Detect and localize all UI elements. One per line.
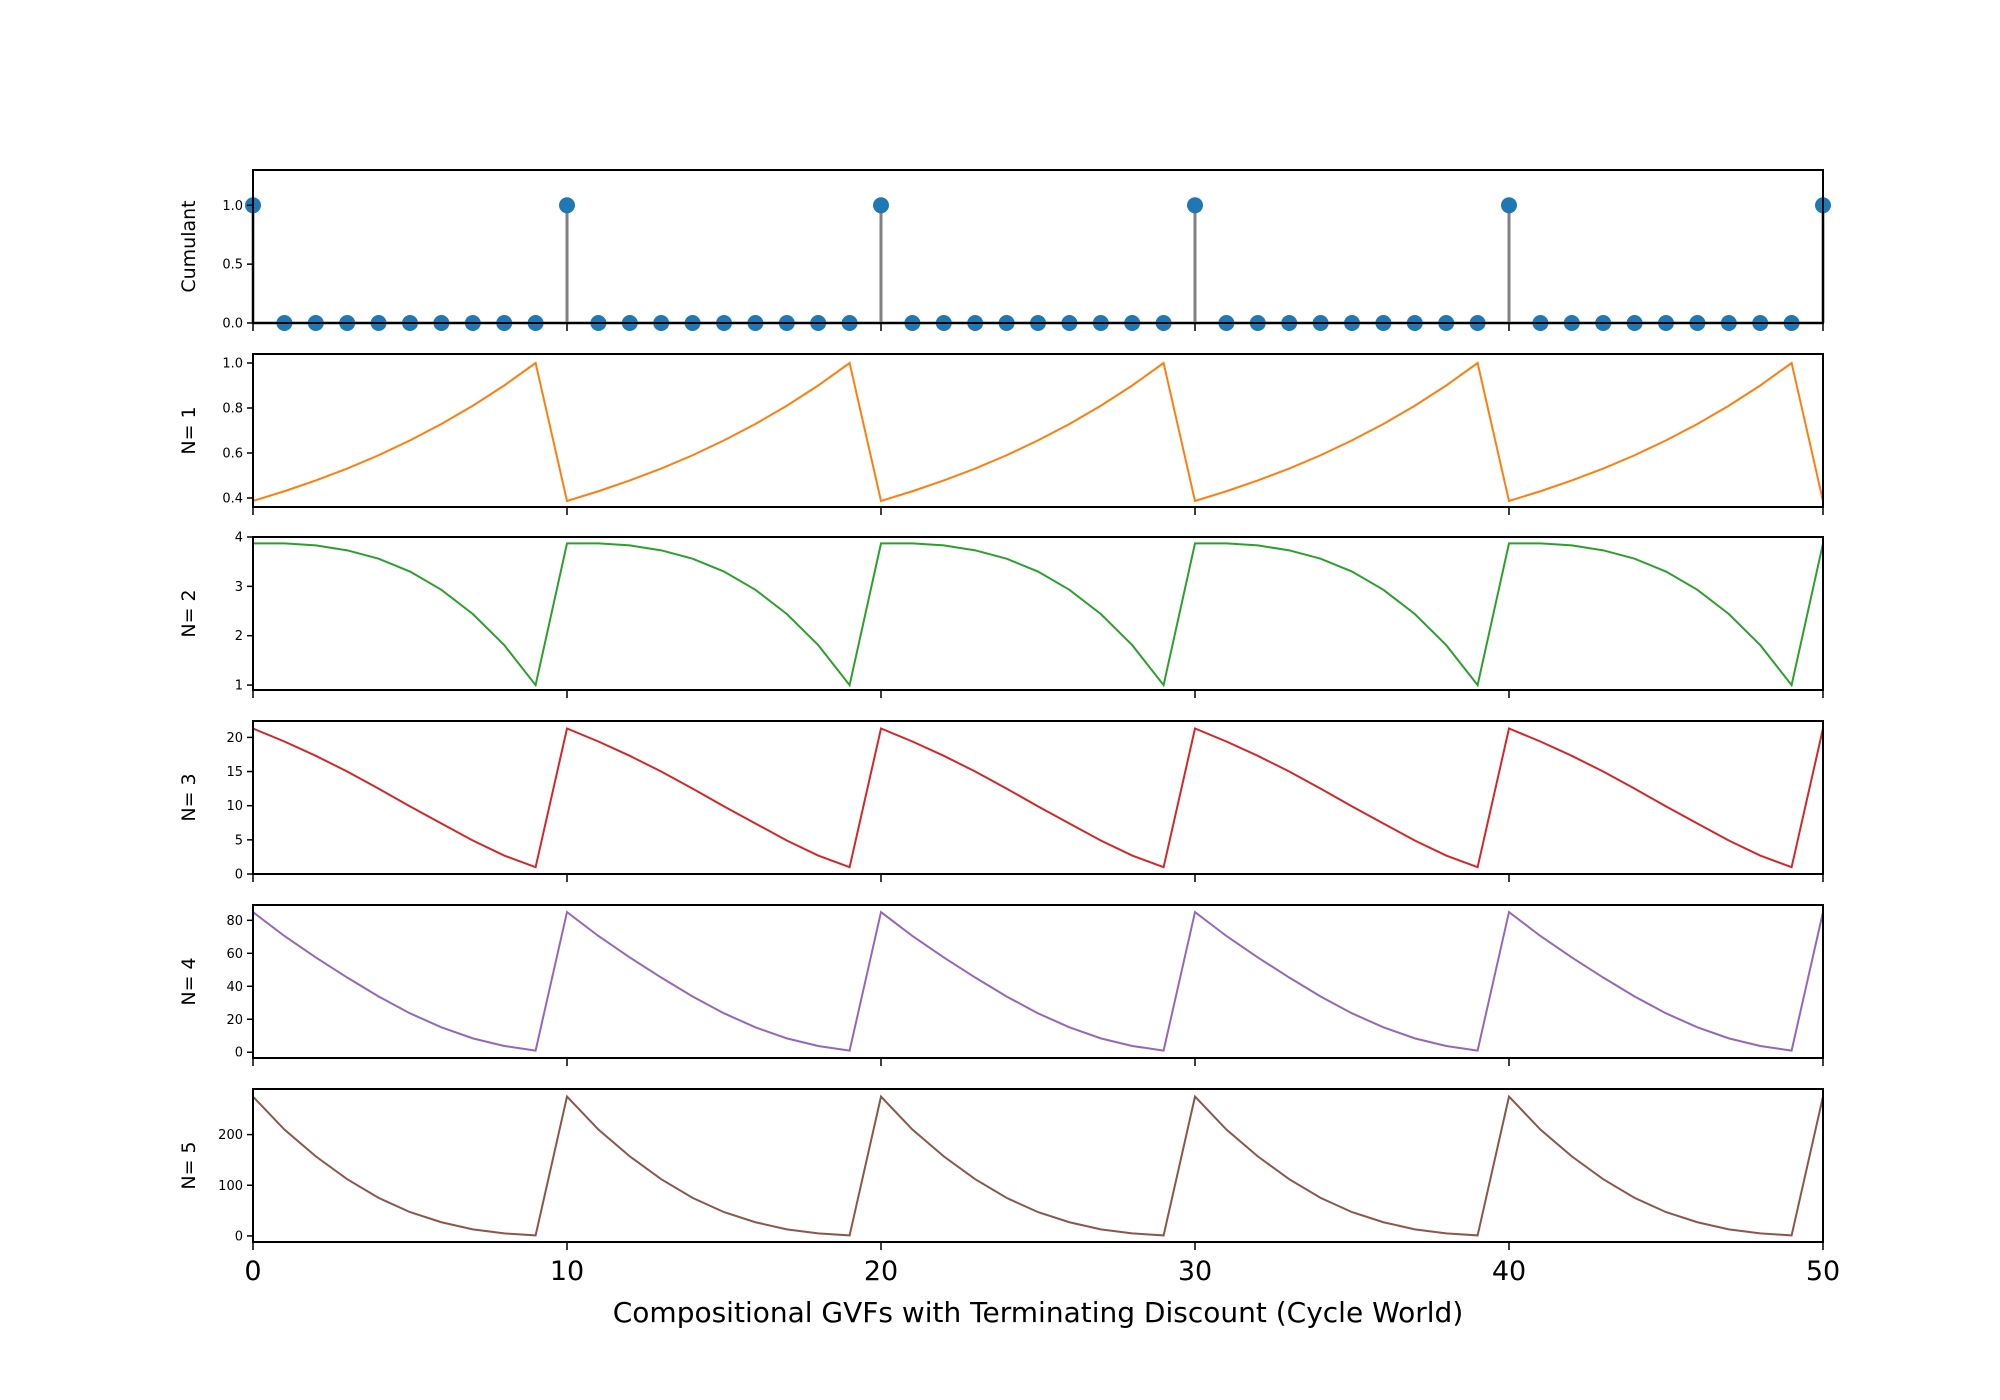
y-tick-label: 80 xyxy=(226,914,243,929)
panel-5: 0 20 40 60 80 N= 4 xyxy=(178,904,1824,1066)
y-tick-label: 0 xyxy=(235,1046,243,1061)
panel-frame xyxy=(252,1088,1824,1243)
panel-3: 1 2 3 4 N= 2 xyxy=(178,531,1824,698)
y-axis-label: N= 3 xyxy=(178,773,200,821)
y-tick-label: 15 xyxy=(226,765,243,780)
series-line xyxy=(253,1094,1823,1237)
panel-6: 0 100 200 N= 5 xyxy=(178,1088,1824,1250)
panels: 0.0 0.5 1.0 Cumulant 0.4 0.6 0.8 1.0 N= 1 1 2 3 4 N= … xyxy=(178,169,1831,1250)
y-tick-label: 20 xyxy=(226,731,243,746)
x-axis-label: Compositional GVFs with Terminating Disc… xyxy=(613,1296,1464,1329)
y-tick-label: 0 xyxy=(235,1229,243,1244)
stem-marker xyxy=(873,197,889,214)
panel-frame xyxy=(252,720,1824,875)
x-tick-label: 50 xyxy=(1806,1256,1840,1287)
y-tick-label: 0 xyxy=(235,868,243,883)
x-tick-label: 20 xyxy=(864,1256,898,1287)
panel-5-data xyxy=(253,910,1823,1052)
panel-4-data xyxy=(253,727,1823,869)
panel-frame xyxy=(252,169,1824,324)
series-line xyxy=(253,727,1823,869)
panel-1: 0.0 0.5 1.0 Cumulant xyxy=(178,169,1831,332)
panel-2-data xyxy=(253,361,1823,503)
panel-frame xyxy=(252,353,1824,508)
y-tick-label: 1.0 xyxy=(222,199,243,214)
y-axis-label: N= 4 xyxy=(178,957,200,1005)
x-tick-label: 0 xyxy=(244,1256,261,1287)
series-line xyxy=(253,542,1823,688)
y-tick-label: 0.6 xyxy=(222,447,243,462)
y-tick-label: 60 xyxy=(226,947,243,962)
stem-marker xyxy=(1501,197,1517,214)
panel-frame xyxy=(252,904,1824,1059)
panel-3-data xyxy=(253,542,1823,688)
y-tick-label: 10 xyxy=(226,799,243,814)
y-tick-label: 40 xyxy=(226,980,243,995)
y-tick-label: 20 xyxy=(226,1013,243,1028)
panel-4: 0 5 10 15 20 N= 3 xyxy=(178,720,1824,883)
x-tick-label: 40 xyxy=(1492,1256,1526,1287)
y-tick-label: 0.4 xyxy=(222,492,243,507)
y-axis-label: N= 1 xyxy=(178,406,200,454)
y-tick-label: 0.0 xyxy=(222,317,243,332)
y-tick-label: 1.0 xyxy=(222,357,243,372)
y-tick-label: 4 xyxy=(235,531,243,546)
y-axis-label: Cumulant xyxy=(178,200,200,292)
x-axis: 0 10 20 30 40 50 xyxy=(244,1256,1840,1287)
x-tick-label: 10 xyxy=(550,1256,584,1287)
series-line xyxy=(253,361,1823,503)
x-tick-label: 30 xyxy=(1178,1256,1212,1287)
panel-frame xyxy=(252,536,1824,691)
stem-marker xyxy=(1187,197,1203,214)
y-axis-label: N= 5 xyxy=(178,1141,200,1189)
y-tick-label: 5 xyxy=(235,833,243,848)
panel-2: 0.4 0.6 0.8 1.0 N= 1 xyxy=(178,353,1824,515)
y-tick-label: 200 xyxy=(218,1128,243,1143)
y-tick-label: 100 xyxy=(218,1179,243,1194)
y-axis-label: N= 2 xyxy=(178,589,200,637)
y-tick-label: 0.8 xyxy=(222,402,243,417)
y-tick-label: 2 xyxy=(235,629,243,644)
y-tick-label: 0.5 xyxy=(222,258,243,273)
series-line xyxy=(253,910,1823,1052)
panel-6-data xyxy=(253,1094,1823,1237)
y-tick-label: 1 xyxy=(235,679,243,694)
stem-marker xyxy=(559,197,575,214)
y-tick-label: 3 xyxy=(235,580,243,595)
